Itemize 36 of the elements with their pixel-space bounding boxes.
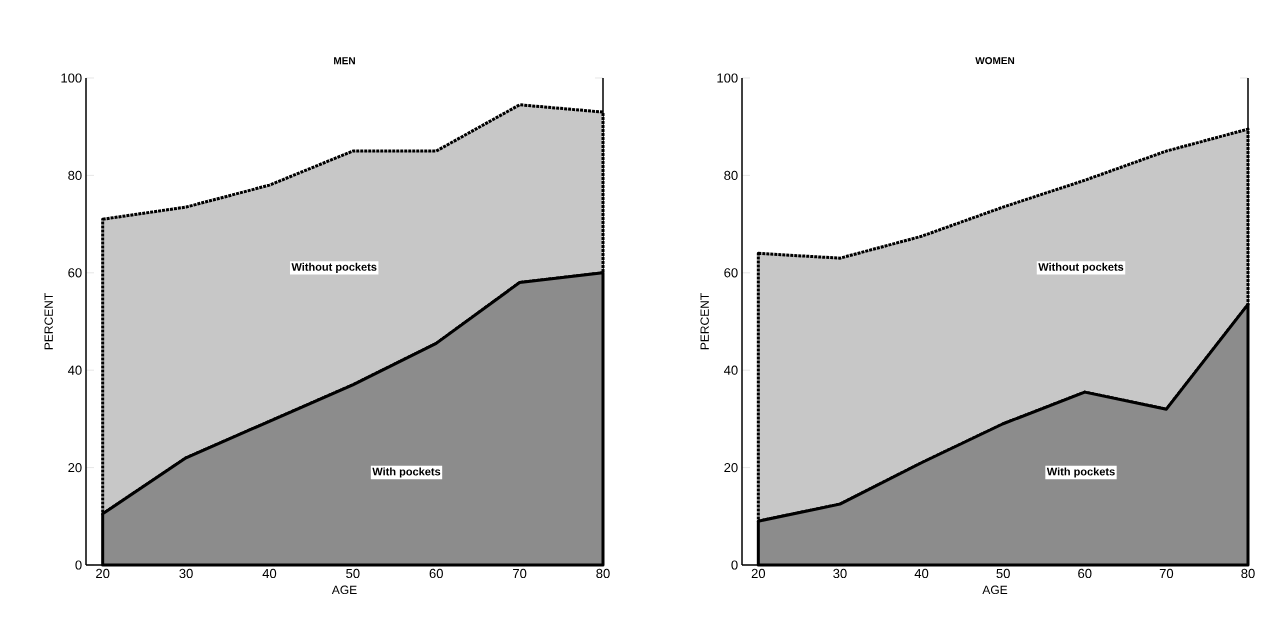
- x-tick-label: 80: [1241, 568, 1255, 579]
- x-axis-title: AGE: [331, 585, 357, 595]
- y-tick-label: 80: [724, 170, 738, 180]
- chart-title: WOMEN: [975, 57, 1015, 65]
- x-tick-label: 20: [96, 568, 110, 579]
- x-tick-label: 70: [513, 568, 527, 579]
- x-tick-label: 60: [429, 568, 443, 579]
- y-tick-label: 60: [724, 268, 738, 278]
- x-tick-label: 50: [996, 568, 1010, 579]
- series-label: Without pockets: [1038, 262, 1124, 274]
- y-tick-label: 40: [67, 365, 82, 375]
- x-tick-label: 40: [262, 568, 277, 579]
- x-tick-label: 30: [833, 568, 847, 579]
- x-axis-title: AGE: [982, 585, 1008, 595]
- y-axis-title: PERCENT: [700, 293, 709, 350]
- y-tick-label: 80: [68, 170, 82, 180]
- y-tick-label: 0: [731, 560, 738, 570]
- y-tick-label: 60: [68, 268, 82, 278]
- chart-title: MEN: [334, 57, 355, 65]
- x-tick-label: 60: [1078, 568, 1092, 579]
- y-axis-title: PERCENT: [44, 293, 53, 350]
- x-tick-label: 50: [346, 568, 360, 579]
- x-tick-label: 40: [914, 568, 929, 579]
- y-tick-label: 0: [75, 560, 82, 570]
- y-tick-label: 20: [724, 462, 738, 473]
- y-tick-label: 20: [68, 462, 82, 473]
- series-label: With pockets: [372, 467, 441, 478]
- y-tick-label: 100: [717, 73, 738, 83]
- series-label: Without pockets: [291, 262, 377, 274]
- x-tick-label: 70: [1159, 568, 1174, 579]
- series-label: With pockets: [1046, 467, 1115, 478]
- x-tick-label: 80: [596, 568, 610, 579]
- y-tick-label: 100: [61, 73, 82, 83]
- x-tick-label: 20: [751, 568, 766, 579]
- y-tick-label: 40: [723, 365, 738, 375]
- x-tick-label: 30: [179, 568, 193, 579]
